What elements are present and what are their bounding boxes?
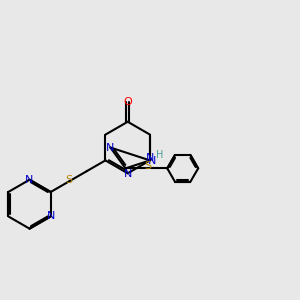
Text: N: N <box>124 169 132 179</box>
Text: N: N <box>146 153 154 164</box>
Text: N: N <box>46 212 55 221</box>
Text: S: S <box>144 161 151 171</box>
Text: O: O <box>123 98 132 107</box>
Text: N: N <box>26 175 34 185</box>
Text: N: N <box>106 142 115 152</box>
Text: N: N <box>148 156 156 167</box>
Text: S: S <box>65 175 72 185</box>
Text: H: H <box>156 150 164 161</box>
